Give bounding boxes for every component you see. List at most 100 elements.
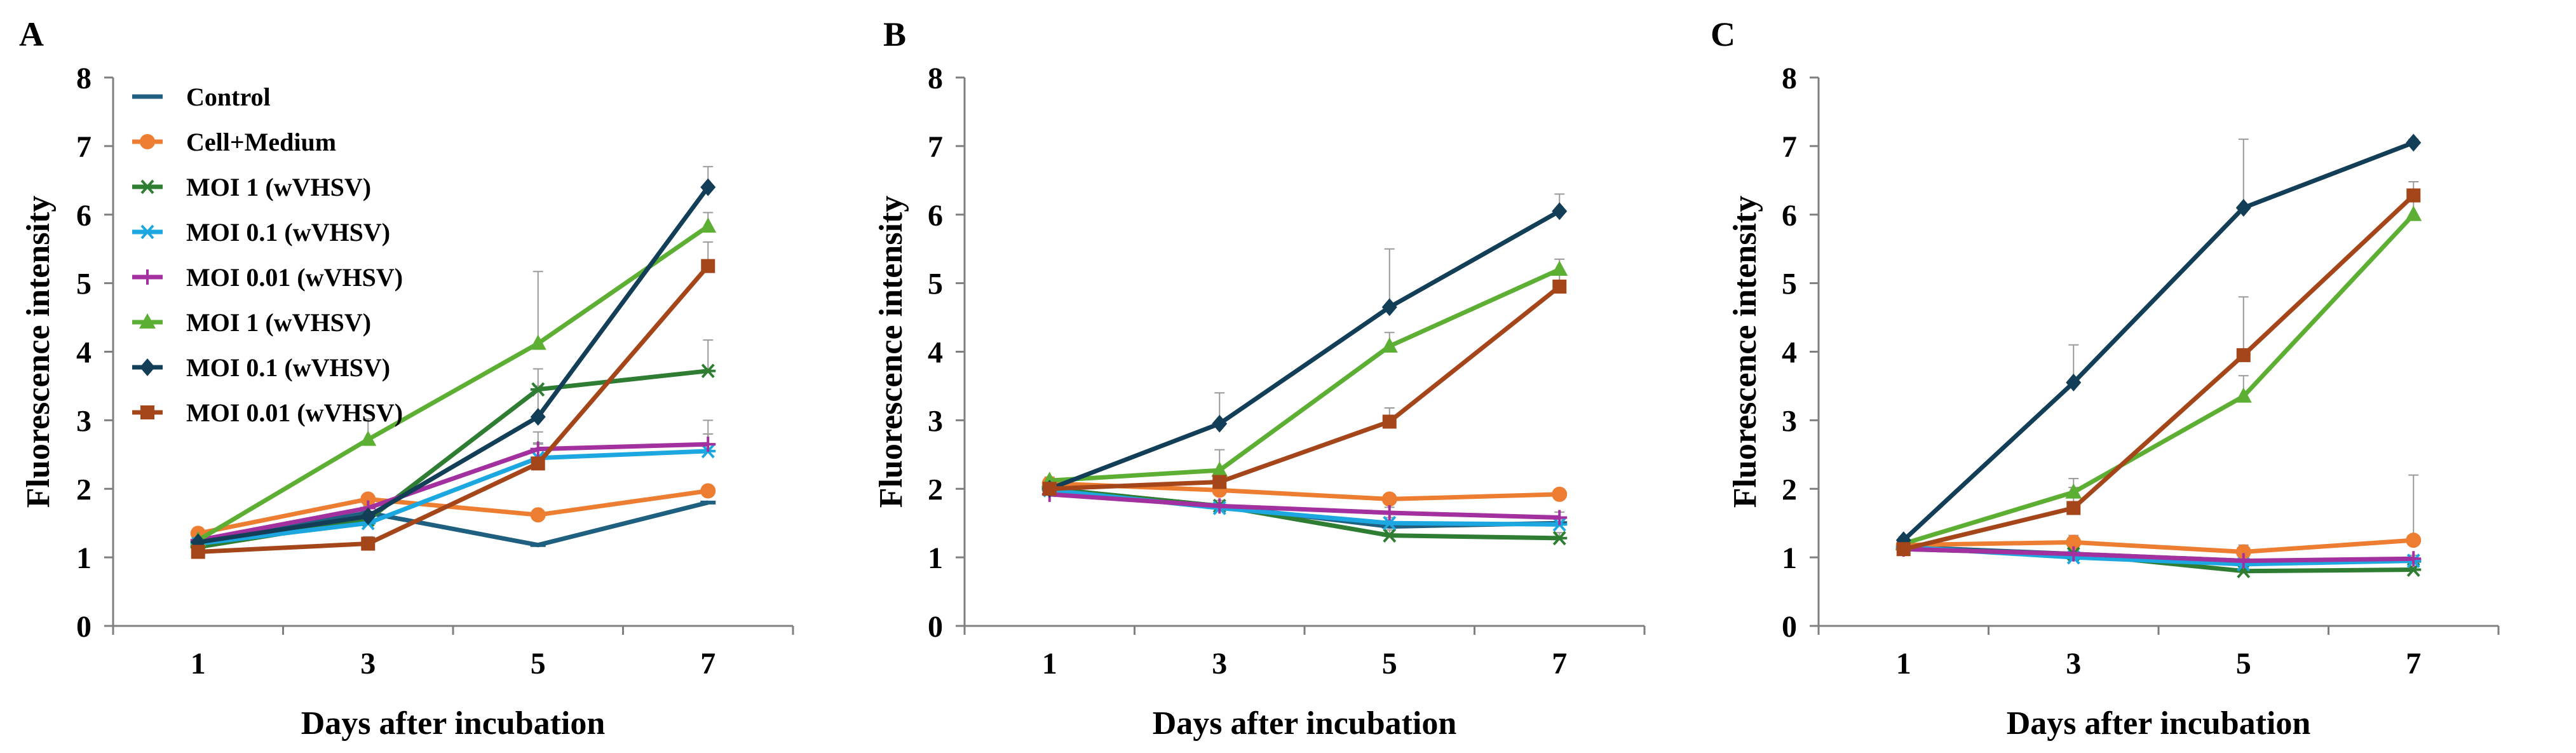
y-tick-label: 8	[76, 62, 92, 95]
y-tick-label: 7	[76, 130, 92, 164]
data-point-4-2	[530, 441, 546, 457]
legend-marker	[139, 313, 156, 329]
data-point-5-3	[700, 217, 717, 233]
legend-entry: MOI 0.1 (wVHSV)	[186, 353, 390, 382]
series-line-4	[1903, 546, 2414, 564]
data-point-6-2	[530, 407, 546, 426]
y-tick-label: 7	[928, 130, 943, 164]
legend-marker	[140, 358, 155, 376]
data-point-6-1	[2066, 374, 2082, 392]
legend-marker	[140, 134, 155, 149]
x-tick-label: 5	[2236, 647, 2251, 681]
panel-label: B	[883, 15, 906, 53]
data-point-5-2	[2235, 387, 2252, 403]
data-point-6-1	[1212, 414, 1228, 433]
data-point-5-1	[1211, 461, 1228, 477]
y-axis-title: Fluorescence intensity	[1727, 196, 1763, 508]
data-point-1-2	[2235, 544, 2251, 560]
panel-a: A 0 1 2 3 4 5 6 7 8 1 3 5 7 Days after incubation Fluor…	[19, 15, 794, 742]
series-line-6	[1902, 140, 2415, 542]
data-point-4-3	[1552, 510, 1568, 526]
data-point-6-2	[2235, 198, 2251, 217]
x-tick-label: 1	[191, 647, 206, 681]
x-tick-label: 7	[1552, 647, 1567, 681]
legend-entry: Cell+Medium	[186, 128, 336, 156]
x-tick-label: 1	[1896, 647, 1911, 681]
data-point-6-3	[700, 178, 716, 196]
data-point-5-3	[1551, 261, 1568, 276]
data-point-1-3	[2406, 533, 2422, 548]
y-tick-label: 1	[928, 541, 943, 575]
data-point-1-3	[700, 483, 716, 499]
data-point-6-1	[360, 507, 376, 526]
panel-c: C 0 1 2 3 4 5 6 7 8 1 3 5 7 Days after incubation Fluor…	[1711, 15, 2500, 742]
series-line-7	[1902, 193, 2415, 552]
x-tick-label: 3	[360, 647, 376, 681]
legend-marker	[140, 224, 155, 240]
y-tick-label: 2	[1782, 473, 1797, 506]
panel-b: B 0 1 2 3 4 5 6 7 8 1 3 5 7 Days after incubation Fluor…	[873, 15, 1646, 742]
data-point-1-2	[530, 507, 546, 523]
data-point-5-1	[360, 430, 377, 446]
data-point-7-2	[1382, 414, 1397, 429]
legend-marker	[140, 405, 154, 419]
legend-entry: Control	[186, 83, 271, 111]
series-line-1	[1903, 538, 2414, 554]
y-tick-label: 4	[928, 336, 943, 370]
legend-entry: MOI 0.01 (wVHSV)	[186, 398, 403, 427]
data-point-3-2	[1381, 515, 1397, 531]
x-tick-label: 3	[1212, 647, 1227, 681]
y-tick-label: 1	[76, 541, 92, 575]
y-tick-label: 1	[1782, 541, 1797, 575]
data-point-2-3	[700, 363, 716, 379]
series-line-5	[1902, 213, 2415, 546]
y-axis-title: Fluorescence intensity	[873, 196, 909, 508]
x-tick-label: 5	[531, 647, 546, 681]
legend-entry: MOI 0.01 (wVHSV)	[186, 263, 403, 292]
data-point-1-2	[1381, 491, 1397, 507]
data-point-5-3	[2405, 205, 2422, 221]
data-point-7-0	[1042, 482, 1057, 496]
data-point-7-3	[2406, 188, 2421, 203]
panel-label: A	[19, 15, 44, 53]
series-line-6	[1048, 209, 1561, 491]
data-point-4-3	[2406, 551, 2422, 567]
data-point-7-1	[1212, 475, 1227, 489]
x-axis-title: Days after incubation	[301, 705, 606, 742]
series-line-5	[196, 224, 710, 543]
legend-entry: MOI 0.1 (wVHSV)	[186, 218, 390, 247]
legend-marker	[140, 179, 155, 194]
y-tick-label: 0	[928, 610, 943, 644]
y-tick-label: 2	[928, 473, 943, 506]
y-tick-label: 3	[1782, 404, 1797, 438]
y-tick-label: 8	[928, 62, 943, 95]
data-point-7-2	[531, 456, 545, 471]
series-line-5	[1049, 267, 1561, 483]
data-point-7-3	[1552, 280, 1567, 294]
y-tick-label: 5	[928, 268, 943, 301]
y-tick-label: 4	[76, 336, 92, 370]
data-point-7-0	[1896, 542, 1911, 557]
y-tick-label: 2	[76, 473, 92, 506]
data-point-7-3	[701, 259, 715, 273]
legend-entry: MOI 1 (wVHSV)	[186, 308, 371, 337]
data-point-4-1	[1212, 498, 1228, 514]
y-tick-label: 6	[1782, 199, 1797, 233]
data-point-4-3	[700, 437, 716, 452]
x-axis-title: Days after incubation	[2007, 705, 2311, 742]
y-tick-label: 6	[76, 199, 92, 233]
x-axis-title: Days after incubation	[1153, 705, 1457, 742]
data-point-1-1	[360, 491, 376, 507]
x-tick-label: 7	[700, 647, 715, 681]
data-point-7-1	[361, 536, 376, 551]
y-tick-label: 3	[928, 404, 943, 438]
data-point-1-3	[1552, 486, 1568, 502]
y-tick-label: 4	[1782, 336, 1797, 370]
y-tick-label: 6	[928, 199, 943, 233]
y-axis-title: Fluorescence intensity	[20, 196, 57, 508]
data-point-4-2	[1381, 505, 1397, 521]
series-line-7	[198, 264, 710, 554]
x-tick-label: 7	[2406, 647, 2421, 681]
series-line-7	[1049, 285, 1561, 491]
data-point-6-3	[2406, 133, 2422, 152]
